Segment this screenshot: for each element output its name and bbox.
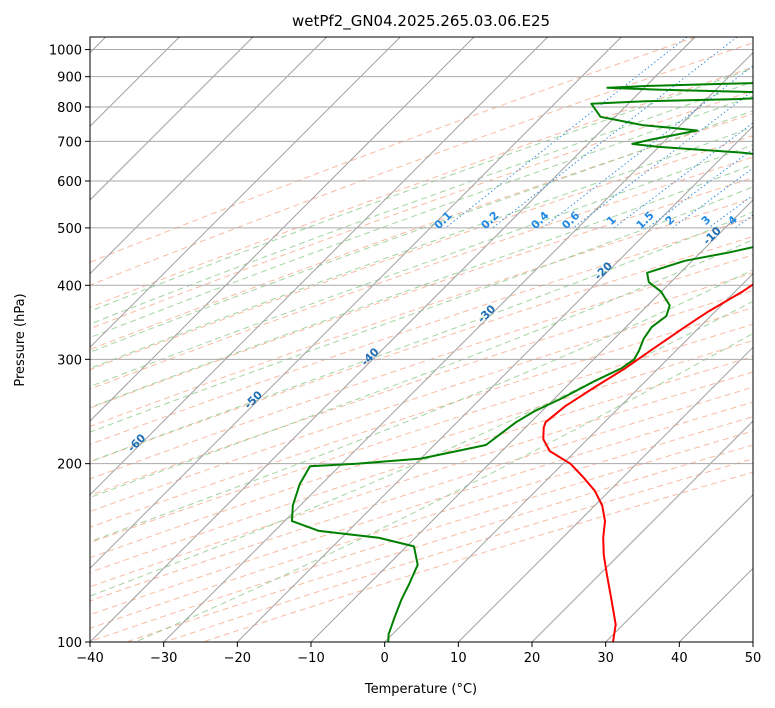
isotherm-label: -20 [592,259,615,282]
moist-adiabat [90,95,753,339]
dry-adiabat [90,235,753,463]
mixing-ratio-line [672,167,753,229]
moist-adiabat [90,110,753,353]
isotherm-label: -30 [475,302,498,325]
pressure-grid [90,49,753,642]
x-tick-label: 30 [597,651,614,666]
isotherm-label: -50 [242,388,265,411]
dry-adiabat [90,42,753,286]
x-tick-label: 40 [671,651,688,666]
dry-adiabat [90,272,753,496]
mixing-ratio-label: 0.2 [479,209,502,232]
chart-title: wetPf2_GN04.2025.265.03.06.E25 [292,12,550,31]
moist-adiabat [90,126,753,369]
isotherm [90,37,696,642]
isotherm [457,346,753,642]
dry-adiabat [90,156,753,390]
dry-adiabat [90,135,753,371]
y-tick-label: 500 [57,222,82,237]
isotherm [678,567,753,642]
dry-adiabat [90,177,753,409]
moist-adiabat [90,164,753,408]
x-tick-label: 10 [450,651,467,666]
isotherm [310,199,753,642]
isotherm [531,420,753,642]
mixing-ratio-label: 2 [663,213,678,228]
mixing-ratio-label: 0.1 [432,209,455,232]
dry-adiabat [90,66,753,308]
data-series [291,82,753,642]
y-tick-label: 200 [57,458,82,473]
mixing-ratio-line [572,90,753,229]
moist-adiabat [90,186,753,433]
isotherm [163,51,753,642]
moist-adiabat [90,239,753,499]
y-axis-label: Pressure (hPa) [13,293,28,386]
mixing-ratio-line [708,194,753,229]
dry-adiabat [90,386,753,602]
moist-adiabat [90,211,753,463]
isotherm [605,493,753,642]
dry-adiabat [90,197,753,428]
isotherm [752,641,753,642]
isotherm [90,37,622,570]
dry-adiabat [90,37,696,263]
x-tick-label: −10 [297,651,324,666]
reference-lines [90,37,753,642]
isotherm-label: -60 [125,431,148,454]
y-axis-ticks: 1000 900 800 700 600 500 400 300 200 100 [49,44,90,651]
temperature-profile [542,283,753,642]
dry-adiabat [90,371,753,588]
isotherm [90,37,401,349]
moist-adiabat [90,300,753,597]
y-tick-label: 1000 [49,44,82,59]
mixing-ratio-label: 0.6 [559,209,582,232]
dewpoint-profile [291,82,753,642]
dry-adiabat [90,323,753,544]
isotherm [90,37,549,496]
mixing-ratio-line [492,37,738,229]
x-tick-label: 50 [745,651,762,666]
dry-adiabat [90,113,753,351]
x-tick-label: −20 [224,651,251,666]
mixing-ratio-line [734,214,753,229]
dry-adiabat [90,216,753,445]
dry-adiabat [90,339,753,559]
x-axis-ticks: −40 −30 −20 −10 0 10 20 30 40 50 [76,642,761,666]
y-tick-label: 100 [57,636,82,651]
isotherm [236,125,753,642]
y-tick-label: 600 [57,175,82,190]
mixing-ratio-line [542,65,753,229]
dry-adiabat [90,289,753,513]
x-tick-label: 0 [381,651,389,666]
x-tick-label: −40 [76,651,103,666]
isotherm [384,272,753,642]
y-tick-label: 700 [57,135,82,150]
y-tick-label: 900 [57,71,82,86]
y-tick-label: 800 [57,101,82,116]
dry-adiabat [90,90,753,330]
moist-adiabat [134,332,753,642]
dry-adiabat [90,307,753,528]
x-tick-label: 20 [524,651,541,666]
x-tick-label: −30 [150,651,177,666]
y-tick-label: 400 [57,279,82,294]
moist-adiabat [90,144,753,388]
isotherm [90,37,328,275]
mixing-ratio-label: 1.5 [634,209,657,232]
isotherm [90,37,254,201]
plot-frame [89,36,754,643]
y-tick-label: 300 [57,353,82,368]
dry-adiabat [90,254,753,480]
moist-adiabat [90,269,753,543]
mixing-ratio-label: 0.4 [529,209,552,232]
dry-adiabat [90,355,753,573]
isotherm-label: -40 [358,345,381,368]
isotherm [90,37,475,422]
x-axis-label: Temperature (°C) [364,682,477,697]
dry-adiabat [164,458,753,642]
